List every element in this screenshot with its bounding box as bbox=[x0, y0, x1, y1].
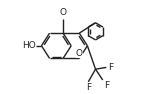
Text: O: O bbox=[76, 49, 83, 58]
Text: O: O bbox=[60, 8, 67, 17]
Text: F: F bbox=[104, 81, 109, 90]
Text: F: F bbox=[86, 83, 91, 92]
Text: HO: HO bbox=[22, 41, 36, 50]
Text: F: F bbox=[108, 63, 113, 72]
